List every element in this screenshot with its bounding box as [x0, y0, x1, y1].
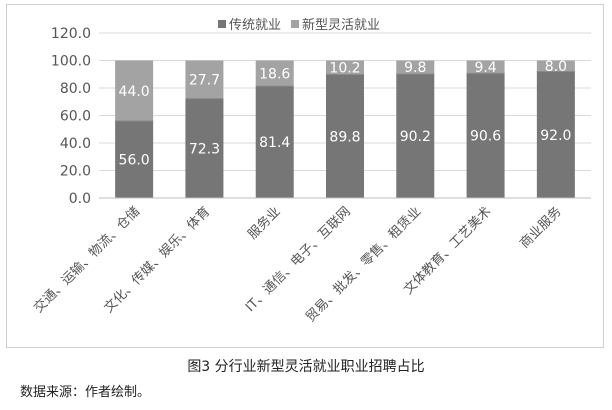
data-label: 10.2 [329, 61, 360, 77]
y-tick-label: 120.0 [51, 26, 91, 42]
legend-label: 传统就业 [229, 18, 281, 33]
data-label: 18.6 [259, 66, 290, 82]
y-tick-label: 20.0 [60, 164, 91, 180]
data-label: 9.8 [404, 60, 426, 76]
bar-segment [185, 60, 224, 99]
chart-frame: 0.0 20.0 40.0 60.0 80.0 100.0 120.0 传统就业 新型灵活就业 5… [6, 4, 604, 348]
data-label: 72.3 [189, 141, 220, 157]
bar-segment [396, 60, 435, 74]
y-tick-label: 0.0 [69, 191, 91, 207]
bar-segment [466, 60, 505, 74]
data-label: 81.4 [259, 135, 290, 151]
bar-segment [185, 98, 224, 198]
bar-segment [326, 60, 364, 75]
data-label: 92.0 [540, 128, 571, 144]
bar-segment [396, 73, 435, 198]
bar-segment [115, 121, 154, 198]
figure-caption: 图3 分行业新型灵活就业职业招聘占比 [187, 359, 425, 375]
bar-segment [115, 60, 154, 121]
bar-segment [326, 74, 364, 198]
data-label: 8.0 [545, 59, 567, 75]
data-source-note: 数据来源：作者绘制。 [20, 385, 151, 400]
legend-swatch [291, 20, 299, 28]
x-tick-label: 商业服务 [517, 204, 565, 252]
y-tick-label: 40.0 [60, 136, 91, 152]
legend-label: 新型灵活就业 [302, 17, 380, 33]
data-label: 89.8 [329, 129, 360, 145]
bar-segment [255, 60, 294, 87]
bar-segment [255, 86, 294, 198]
data-label: 9.4 [474, 60, 496, 76]
bar-segment [536, 60, 575, 72]
bar-segment [466, 73, 505, 198]
bar-segment [536, 71, 575, 198]
data-label: 90.6 [470, 129, 501, 145]
data-label: 44.0 [119, 84, 150, 100]
data-label: 27.7 [189, 73, 220, 89]
data-label: 90.2 [400, 129, 431, 145]
x-tick-label: 服务业 [245, 204, 284, 243]
data-label: 56.0 [119, 153, 150, 169]
y-tick-label: 60.0 [60, 109, 91, 125]
y-tick-label: 100.0 [51, 54, 91, 70]
legend-swatch [218, 20, 226, 28]
y-tick-label: 80.0 [60, 81, 91, 97]
x-tick-label: 贸易、批发、零售、租赁业 [302, 204, 424, 326]
stacked-bar-chart: 0.0 20.0 40.0 60.0 80.0 100.0 120.0 传统就业 新型灵活就业 5… [31, 17, 591, 326]
